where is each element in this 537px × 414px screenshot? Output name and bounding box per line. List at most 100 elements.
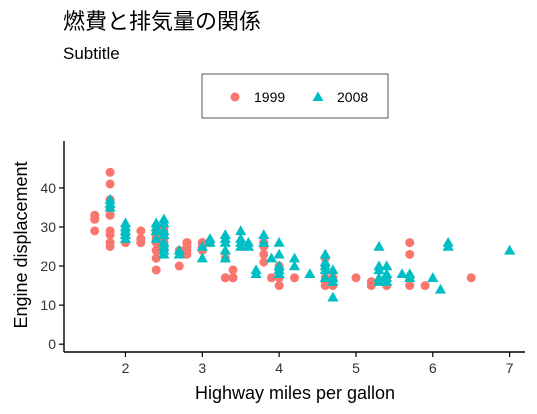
point-2008-29 — [219, 244, 231, 255]
point-1999-24 — [151, 253, 161, 263]
point-2008-63 — [373, 276, 385, 286]
point-2008-40 — [258, 236, 270, 247]
point-2008-34 — [235, 240, 247, 251]
legend-box — [201, 73, 389, 119]
point-1999-4 — [90, 214, 100, 224]
x-tick-label-2: 2 — [122, 360, 130, 376]
point-1999-3 — [90, 226, 100, 236]
point-1999-20 — [136, 234, 146, 244]
point-1999-6 — [105, 179, 115, 189]
legend-label-2008: 2008 — [337, 89, 368, 105]
point-1999-45 — [182, 238, 192, 248]
point-2008-25 — [204, 236, 216, 247]
chart-subtitle: Subtitle — [63, 44, 120, 63]
point-2008-41 — [265, 252, 278, 263]
point-1999-84 — [466, 273, 476, 283]
point-2008-28 — [219, 236, 231, 247]
point-2008-36 — [242, 240, 254, 251]
point-2008-15 — [158, 229, 170, 239]
point-2008-19 — [158, 248, 170, 259]
point-1999-56 — [228, 273, 238, 283]
y-tick-label-20: 20 — [40, 258, 56, 274]
point-1999-76 — [366, 281, 376, 291]
point-1999-82 — [405, 281, 415, 291]
point-2008-72 — [434, 283, 447, 294]
point-2008-71 — [427, 272, 439, 282]
point-2008-49 — [304, 268, 316, 279]
y-tick-label-40: 40 — [40, 180, 56, 196]
point-2008-68 — [396, 268, 408, 279]
x-tick-label-4: 4 — [275, 360, 283, 376]
y-tick-label-0: 0 — [48, 336, 56, 352]
point-1999-44 — [182, 245, 192, 255]
x-tick-label-5: 5 — [352, 360, 360, 376]
legend: 1999 2008 — [201, 73, 389, 119]
point-2008-7 — [119, 233, 132, 243]
point-1999-79 — [405, 238, 415, 248]
point-2008-39 — [258, 229, 270, 239]
point-2008-31 — [235, 225, 247, 236]
point-2008-75 — [504, 244, 516, 255]
point-1999-80 — [405, 249, 415, 259]
y-axis-title: Engine displacement — [11, 161, 31, 328]
legend-key-1999 — [230, 92, 240, 102]
point-1999-9 — [105, 242, 115, 251]
point-1999-59 — [259, 257, 269, 267]
x-tick-label-6: 6 — [429, 360, 437, 376]
x-axis-title: Highway miles per gallon — [195, 383, 395, 403]
point-2008-59 — [373, 240, 385, 251]
point-2008-6 — [119, 221, 132, 232]
point-2008-50 — [319, 248, 331, 259]
point-2008-64 — [381, 260, 393, 271]
point-1999-74 — [351, 273, 361, 283]
point-2008-47 — [288, 252, 301, 263]
point-2008-55 — [327, 264, 339, 275]
point-1999-5 — [105, 167, 115, 177]
point-1999-83 — [420, 281, 430, 291]
point-1999-15 — [105, 210, 115, 220]
point-1999-25 — [151, 265, 161, 275]
point-2008-57 — [327, 276, 339, 286]
point-1999-21 — [136, 226, 146, 236]
point-2008-10 — [150, 233, 162, 243]
y-axis-ticks: 0 10 20 30 40 — [40, 180, 64, 352]
point-1999-60 — [259, 249, 269, 259]
point-2008-2 — [104, 201, 116, 212]
point-1999-53 — [220, 273, 230, 283]
point-2008-48 — [288, 260, 301, 271]
y-tick-label-10: 10 — [40, 297, 56, 313]
point-2008-21 — [173, 248, 185, 259]
point-2008-61 — [373, 264, 385, 275]
point-2008-22 — [196, 252, 208, 263]
plot-points — [90, 167, 516, 302]
point-2008-38 — [250, 268, 262, 279]
point-2008-13 — [158, 217, 170, 228]
point-2008-30 — [219, 252, 231, 263]
point-2008-67 — [381, 276, 393, 286]
point-2008-46 — [273, 268, 285, 279]
y-tick-label-30: 30 — [40, 219, 56, 235]
point-2008-58 — [327, 291, 339, 302]
legend-label-1999: 1999 — [254, 89, 285, 105]
point-2008-74 — [442, 240, 454, 251]
point-2008-23 — [196, 240, 208, 251]
legend-key-2008 — [312, 91, 324, 101]
point-2008-43 — [273, 248, 285, 259]
point-2008-70 — [404, 272, 416, 282]
point-2008-11 — [150, 221, 162, 232]
point-1999-23 — [151, 245, 161, 255]
point-1999-61 — [266, 273, 276, 283]
point-2008-42 — [273, 236, 285, 247]
point-1999-39 — [174, 261, 184, 271]
point-2008-54 — [319, 272, 331, 282]
point-1999-55 — [228, 265, 238, 275]
x-axis-ticks: 2 3 4 5 6 7 — [122, 352, 514, 376]
point-1999-66 — [290, 273, 299, 283]
x-tick-label-3: 3 — [198, 360, 206, 376]
point-1999-62 — [274, 281, 284, 291]
chart-title: 燃費と排気量の関係 — [63, 10, 261, 35]
x-tick-label-7: 7 — [506, 360, 514, 376]
point-1999-14 — [105, 230, 115, 240]
point-2008-53 — [319, 264, 331, 275]
